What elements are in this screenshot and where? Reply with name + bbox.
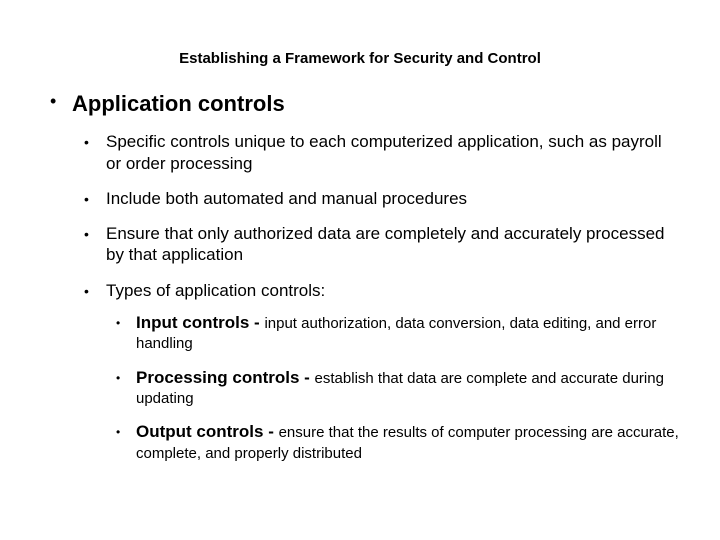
sub-list: Specific controls unique to each compute… [72, 131, 680, 463]
slide-header: Establishing a Framework for Security an… [40, 50, 680, 67]
type-label: Output controls - [136, 422, 279, 441]
sub-list-item: Specific controls unique to each compute… [72, 131, 680, 174]
type-label: Input controls - [136, 313, 264, 332]
type-item: Processing controls - establish that dat… [106, 368, 680, 409]
main-list: Application controls Specific controls u… [40, 91, 680, 463]
sub-list-item: Ensure that only authorized data are com… [72, 223, 680, 266]
type-label: Processing controls - [136, 368, 315, 387]
type-item: Output controls - ensure that the result… [106, 422, 680, 463]
main-list-item: Application controls Specific controls u… [40, 91, 680, 463]
type-item: Input controls - input authorization, da… [106, 313, 680, 354]
sub-list-item: Include both automated and manual proced… [72, 188, 680, 209]
types-list: Input controls - input authorization, da… [106, 313, 680, 463]
sub-list-text: Types of application controls: [106, 281, 325, 300]
slide-content: Establishing a Framework for Security an… [0, 0, 720, 497]
sub-list-item: Types of application controls: Input con… [72, 280, 680, 464]
main-title: Application controls [72, 91, 285, 116]
